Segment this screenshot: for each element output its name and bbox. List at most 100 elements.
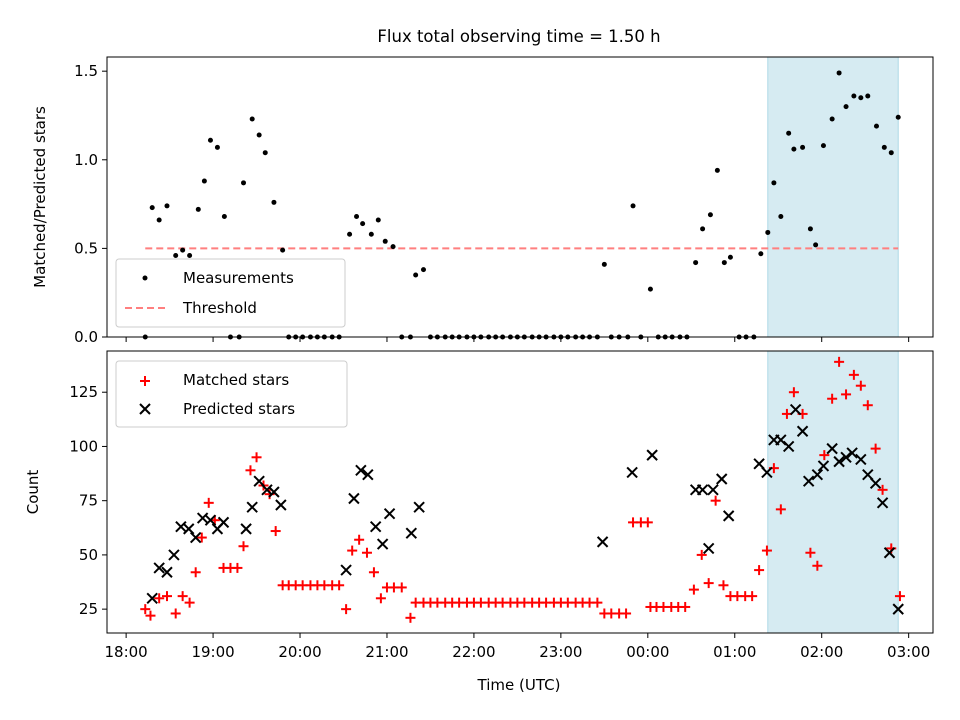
legend-matched-marker xyxy=(140,376,150,386)
predicted-point xyxy=(846,447,858,459)
predicted-point xyxy=(183,523,195,535)
measurement-point xyxy=(707,212,713,218)
x-tick-label: 18:00 xyxy=(105,643,148,661)
matched-point xyxy=(696,549,707,560)
measurement-point xyxy=(865,93,871,99)
matched-point xyxy=(855,380,866,391)
measurement-point xyxy=(800,144,806,150)
predicted-point xyxy=(275,499,287,511)
predicted-point xyxy=(355,464,367,477)
measurement-point xyxy=(836,70,842,76)
measurement-point xyxy=(820,143,826,149)
predicted-point xyxy=(376,538,389,550)
measurement-point xyxy=(693,260,699,266)
matched-point xyxy=(396,582,407,593)
bottom-axes-frame xyxy=(106,350,934,634)
legend-matched-label: Matched stars xyxy=(183,371,289,389)
predicted-point xyxy=(817,460,830,472)
top-legend: Measurements Threshold xyxy=(115,258,346,328)
predicted-point xyxy=(826,442,838,455)
bottom-x-ticks: 18:00 19:00 20:00 21:00 22:00 23:00 00:00 01:00… xyxy=(105,633,930,661)
predicted-point xyxy=(362,468,374,481)
y-tick-label: 1.0 xyxy=(74,151,98,169)
y-tick-label: 50 xyxy=(79,546,98,564)
predicted-point xyxy=(883,547,896,559)
matched-point xyxy=(245,465,256,476)
legend-predicted-label: Predicted stars xyxy=(183,400,295,418)
measurement-point xyxy=(156,217,162,223)
measurement-point xyxy=(360,221,366,227)
measurement-point xyxy=(601,261,607,267)
predicted-point xyxy=(802,475,815,487)
matched-point xyxy=(747,591,758,602)
predicted-point xyxy=(153,562,165,574)
measurement-point xyxy=(786,130,792,136)
matched-point xyxy=(184,597,195,608)
predicted-point xyxy=(626,466,638,479)
predicted-point xyxy=(261,484,273,496)
predicted-point xyxy=(811,468,824,481)
predicted-point xyxy=(702,542,715,555)
measurement-point xyxy=(187,252,193,258)
matched-point xyxy=(232,562,243,573)
measurement-point xyxy=(214,144,220,150)
x-tick-label: 22:00 xyxy=(452,643,495,661)
predicted-point xyxy=(646,449,658,461)
predicted-point xyxy=(716,473,728,485)
measurement-point xyxy=(714,167,720,173)
measurement-point xyxy=(791,146,797,152)
x-tick-label: 01:00 xyxy=(713,643,756,661)
predicted-point xyxy=(268,486,280,498)
matched-point xyxy=(894,591,905,602)
x-tick-label: 02:00 xyxy=(800,643,843,661)
predicted-point xyxy=(348,492,360,505)
y-tick-label: 1.5 xyxy=(74,62,98,80)
measurement-point xyxy=(180,247,186,253)
measurement-point xyxy=(241,180,247,186)
matched-star-points xyxy=(140,356,905,623)
matched-point xyxy=(754,565,765,576)
measurement-point xyxy=(765,229,771,235)
matched-point xyxy=(642,517,653,528)
predicted-point xyxy=(789,403,802,416)
matched-point xyxy=(819,450,830,461)
measurement-point xyxy=(895,114,901,120)
y-tick-label: 125 xyxy=(69,383,98,401)
matched-point xyxy=(361,547,372,558)
measurement-point xyxy=(888,150,894,156)
top-y-ticks: 0.0 0.5 1.0 1.5 xyxy=(74,62,107,346)
predicted-point xyxy=(383,507,396,520)
bottom-legend: Matched stars Predicted stars xyxy=(115,360,348,428)
x-tick-label: 23:00 xyxy=(539,643,582,661)
matched-point xyxy=(270,526,281,537)
measurement-point xyxy=(368,231,374,237)
measurement-point xyxy=(149,205,155,211)
predicted-point xyxy=(369,521,382,533)
top-legend-box xyxy=(115,258,346,328)
predicted-point xyxy=(782,440,795,453)
matched-point xyxy=(848,369,859,380)
matched-point xyxy=(368,567,379,578)
matched-point xyxy=(140,604,151,615)
x-tick-label: 20:00 xyxy=(278,643,321,661)
top-x-ticks xyxy=(125,337,910,342)
matched-point xyxy=(592,597,603,608)
bottom-y-axis-label: Count xyxy=(24,470,42,515)
matched-point xyxy=(238,541,249,552)
y-tick-label: 0.0 xyxy=(74,328,98,346)
measurement-point xyxy=(858,95,864,101)
matched-point xyxy=(334,580,345,591)
measurement-point xyxy=(727,254,733,260)
measurement-point xyxy=(420,267,426,273)
matched-point xyxy=(375,593,386,604)
predicted-point xyxy=(696,484,709,496)
top-y-axis-label: Matched/Predicted stars xyxy=(31,106,49,288)
predicted-star-points xyxy=(146,403,904,615)
measurement-point xyxy=(256,132,262,138)
measurement-point xyxy=(249,116,255,122)
matched-point xyxy=(688,584,699,595)
matched-point xyxy=(196,532,207,543)
predicted-point xyxy=(833,455,845,468)
measurement-point xyxy=(390,244,396,250)
